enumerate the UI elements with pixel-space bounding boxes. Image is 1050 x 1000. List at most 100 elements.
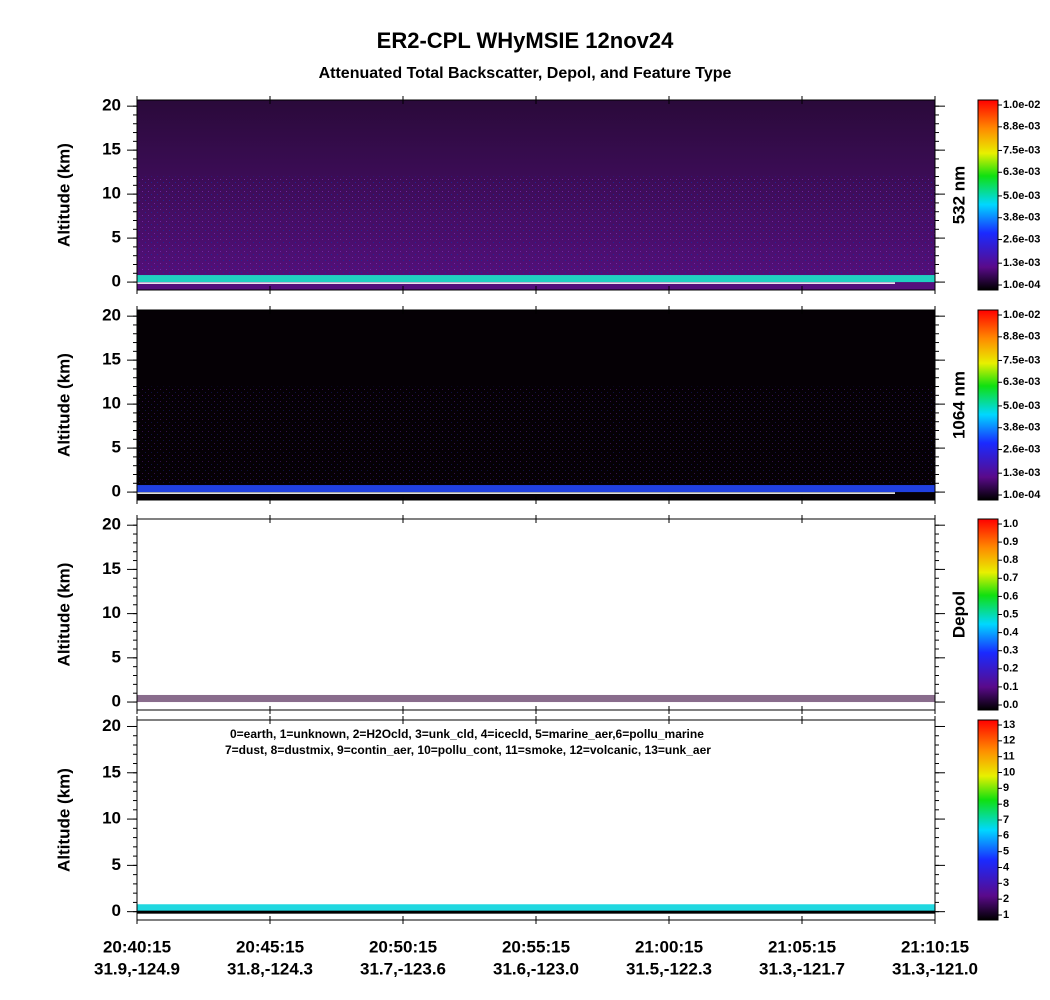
surface-band bbox=[137, 904, 935, 912]
x-tick-label: 20:40:15 bbox=[103, 937, 171, 956]
colorbar-label: 6.3e-03 bbox=[1003, 166, 1040, 178]
x-tick-label: 31.8,-124.3 bbox=[227, 959, 313, 978]
surface-band bbox=[137, 275, 935, 283]
x-tick-label: 20:45:15 bbox=[236, 937, 304, 956]
y-tick-label: 5 bbox=[112, 438, 121, 457]
colorbar-label: 6.3e-03 bbox=[1003, 376, 1040, 388]
colorbar-label: 2.6e-03 bbox=[1003, 233, 1040, 245]
y-tick-label: 15 bbox=[102, 762, 121, 781]
x-tick-label: 21:05:15 bbox=[768, 937, 836, 956]
colorbar-title: 532 nm bbox=[949, 166, 968, 225]
y-tick-label: 15 bbox=[102, 350, 121, 369]
y-tick-label: 0 bbox=[112, 272, 121, 291]
colorbar-label: 1.0e-04 bbox=[1003, 279, 1041, 291]
x-tick-label: 31.9,-124.9 bbox=[94, 959, 180, 978]
noise bbox=[137, 386, 935, 488]
surface-band bbox=[137, 485, 935, 493]
y-tick-label: 10 bbox=[102, 809, 121, 828]
y-tick-label: 15 bbox=[102, 559, 121, 578]
colorbar-label: 0.2 bbox=[1003, 663, 1018, 675]
y-tick-label: 0 bbox=[112, 692, 121, 711]
colorbar-label: 7.5e-03 bbox=[1003, 354, 1040, 366]
y-tick-label: 5 bbox=[112, 647, 121, 666]
colorbar-label: 5.0e-03 bbox=[1003, 190, 1040, 202]
x-tick-label: 31.5,-122.3 bbox=[626, 959, 712, 978]
plot-area bbox=[137, 519, 935, 710]
colorbar-label: 2.6e-03 bbox=[1003, 443, 1040, 455]
colorbar-title: 1064 nm bbox=[949, 371, 968, 439]
colorbar-label: 1.0e-02 bbox=[1003, 99, 1040, 111]
colorbar-label: 9 bbox=[1003, 782, 1009, 794]
colorbar-label: 0.9 bbox=[1003, 536, 1018, 548]
colorbar-label: 0.5 bbox=[1003, 608, 1018, 620]
colorbar-label: 8.8e-03 bbox=[1003, 331, 1040, 343]
x-tick-label: 20:50:15 bbox=[369, 937, 437, 956]
colorbar-label: 1.0e-04 bbox=[1003, 489, 1041, 501]
title: ER2-CPL WHyMSIE 12nov24 bbox=[377, 28, 674, 53]
y-tick-label: 15 bbox=[102, 140, 121, 159]
colorbar-label: 0.8 bbox=[1003, 554, 1018, 566]
y-axis-label: Altitude (km) bbox=[54, 563, 73, 667]
colorbar-label: 6 bbox=[1003, 830, 1009, 842]
colorbar-label: 0.3 bbox=[1003, 645, 1018, 657]
y-tick-label: 10 bbox=[102, 603, 121, 622]
earth-band bbox=[137, 910, 935, 914]
colorbar-label: 0.7 bbox=[1003, 572, 1018, 584]
x-tick-label: 31.7,-123.6 bbox=[360, 959, 446, 978]
noise bbox=[137, 176, 935, 278]
annotation: 0=earth, 1=unknown, 2=H2Ocld, 3=unk_cld,… bbox=[230, 727, 704, 741]
y-tick-label: 20 bbox=[102, 716, 121, 735]
colorbar-label: 4 bbox=[1003, 861, 1010, 873]
annotation: 7=dust, 8=dustmix, 9=contin_aer, 10=poll… bbox=[225, 743, 711, 757]
y-tick-label: 10 bbox=[102, 394, 121, 413]
x-tick-label: 20:55:15 bbox=[502, 937, 570, 956]
plot-area bbox=[137, 720, 935, 920]
colorbar-label: 2 bbox=[1003, 893, 1009, 905]
y-axis-label: Altitude (km) bbox=[54, 768, 73, 872]
subtitle: Attenuated Total Backscatter, Depol, and… bbox=[319, 65, 732, 82]
colorbar-label: 3 bbox=[1003, 877, 1009, 889]
colorbar-label: 0.6 bbox=[1003, 590, 1018, 602]
colorbar bbox=[977, 719, 999, 921]
y-tick-label: 0 bbox=[112, 482, 121, 501]
y-axis-label: Altitude (km) bbox=[54, 353, 73, 457]
colorbar-label: 7.5e-03 bbox=[1003, 144, 1040, 156]
colorbar-title: Depol bbox=[949, 591, 968, 638]
y-axis-label: Altitude (km) bbox=[54, 143, 73, 247]
colorbar-label: 1.0e-02 bbox=[1003, 309, 1040, 321]
colorbar bbox=[977, 309, 999, 501]
surface-band bbox=[137, 694, 935, 703]
x-tick-label: 21:00:15 bbox=[635, 937, 703, 956]
colorbar-label: 1.3e-03 bbox=[1003, 257, 1040, 269]
y-tick-label: 20 bbox=[102, 96, 121, 115]
x-tick-label: 21:10:15 bbox=[901, 937, 969, 956]
y-tick-label: 20 bbox=[102, 306, 121, 325]
colorbar-label: 1.3e-03 bbox=[1003, 467, 1040, 479]
colorbar-label: 10 bbox=[1003, 766, 1015, 778]
y-tick-label: 10 bbox=[102, 184, 121, 203]
colorbar-label: 1 bbox=[1003, 909, 1009, 921]
y-tick-label: 5 bbox=[112, 855, 121, 874]
colorbar-label: 0.4 bbox=[1003, 627, 1019, 639]
colorbar-label: 3.8e-03 bbox=[1003, 422, 1040, 434]
colorbar-label: 11 bbox=[1003, 751, 1015, 763]
colorbar-label: 5.0e-03 bbox=[1003, 400, 1040, 412]
colorbar-label: 0.1 bbox=[1003, 681, 1018, 693]
x-tick-label: 31.6,-123.0 bbox=[493, 959, 579, 978]
colorbar bbox=[977, 99, 999, 291]
colorbar-label: 12 bbox=[1003, 735, 1015, 747]
colorbar-label: 8.8e-03 bbox=[1003, 121, 1040, 133]
x-tick-label: 31.3,-121.0 bbox=[892, 959, 978, 978]
y-tick-label: 0 bbox=[112, 901, 121, 920]
colorbar bbox=[977, 518, 999, 711]
colorbar-label: 8 bbox=[1003, 798, 1009, 810]
colorbar-label: 3.8e-03 bbox=[1003, 212, 1040, 224]
colorbar-label: 7 bbox=[1003, 814, 1009, 826]
colorbar-label: 13 bbox=[1003, 719, 1015, 731]
colorbar-label: 0.0 bbox=[1003, 699, 1018, 711]
colorbar-label: 5 bbox=[1003, 846, 1009, 858]
x-tick-label: 31.3,-121.7 bbox=[759, 959, 845, 978]
colorbar-label: 1.0 bbox=[1003, 518, 1018, 530]
y-tick-label: 5 bbox=[112, 228, 121, 247]
